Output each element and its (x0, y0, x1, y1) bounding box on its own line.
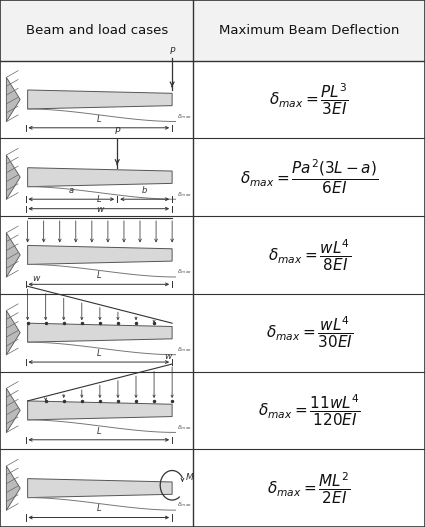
Text: $\delta_{max}$: $\delta_{max}$ (177, 345, 193, 354)
Text: P: P (114, 127, 120, 136)
Text: $\delta_{max}$: $\delta_{max}$ (177, 190, 193, 199)
Text: Beam and load cases: Beam and load cases (26, 24, 168, 37)
Text: $\delta_{max} = \dfrac{PL^3}{3EI}$: $\delta_{max} = \dfrac{PL^3}{3EI}$ (269, 82, 349, 117)
Polygon shape (28, 90, 172, 109)
Text: L: L (96, 426, 101, 435)
Text: L: L (96, 271, 101, 280)
Text: L: L (96, 196, 101, 204)
Polygon shape (28, 246, 172, 265)
Text: w: w (96, 206, 104, 214)
Polygon shape (28, 323, 172, 342)
Text: b: b (142, 186, 147, 195)
Text: $\delta_{max}$: $\delta_{max}$ (177, 501, 193, 510)
Text: w: w (164, 352, 172, 361)
Text: $\delta_{max} = \dfrac{Pa^2(3L - a)}{6EI}$: $\delta_{max} = \dfrac{Pa^2(3L - a)}{6EI… (240, 158, 378, 197)
Text: $\delta_{max}$: $\delta_{max}$ (177, 267, 193, 276)
Text: L: L (96, 504, 101, 513)
Polygon shape (6, 310, 20, 355)
Text: Maximum Beam Deflection: Maximum Beam Deflection (219, 24, 400, 37)
Polygon shape (28, 401, 172, 420)
Polygon shape (6, 233, 20, 277)
Text: $\delta_{max} = \dfrac{wL^4}{8EI}$: $\delta_{max} = \dfrac{wL^4}{8EI}$ (268, 237, 351, 272)
Text: w: w (32, 274, 39, 283)
Text: M: M (186, 473, 193, 482)
Polygon shape (6, 388, 20, 433)
Polygon shape (28, 479, 172, 497)
Polygon shape (6, 155, 20, 199)
Text: L: L (96, 114, 101, 123)
Text: $\delta_{max} = \dfrac{11wL^4}{120EI}$: $\delta_{max} = \dfrac{11wL^4}{120EI}$ (258, 393, 360, 428)
Polygon shape (6, 77, 20, 122)
Text: $\delta_{max}$: $\delta_{max}$ (177, 112, 193, 121)
Text: $\delta_{max} = \dfrac{wL^4}{30EI}$: $\delta_{max} = \dfrac{wL^4}{30EI}$ (266, 315, 353, 350)
Text: P: P (170, 47, 175, 56)
Text: a: a (69, 186, 74, 195)
Bar (0, 0, 425, 61)
Text: L: L (96, 349, 101, 358)
Polygon shape (28, 168, 172, 187)
Text: $\delta_{max}$: $\delta_{max}$ (177, 423, 193, 432)
Text: $\delta_{max} = \dfrac{ML^2}{2EI}$: $\delta_{max} = \dfrac{ML^2}{2EI}$ (267, 471, 351, 506)
Polygon shape (6, 466, 20, 510)
